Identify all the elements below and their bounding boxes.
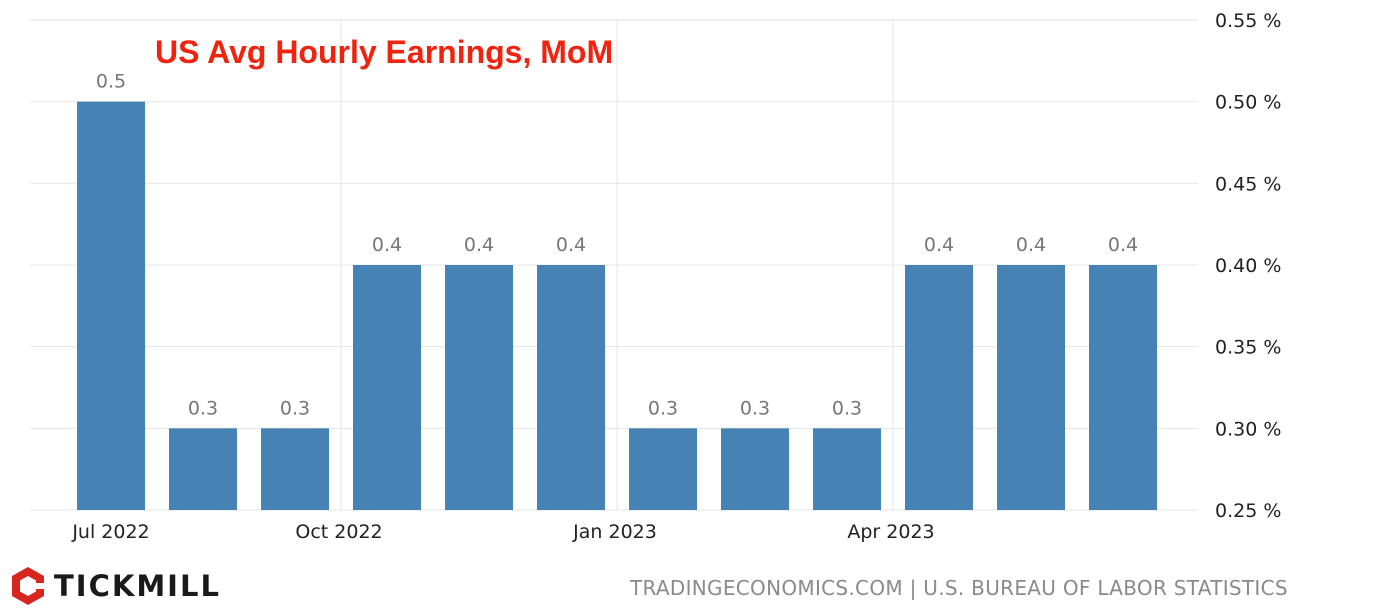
data-label: 0.4 [464,234,494,256]
data-label: 0.3 [648,397,678,419]
bar [905,265,973,510]
chart-title: US Avg Hourly Earnings, MoM [155,34,613,70]
tickmill-hexagon-icon [12,567,44,605]
bar [261,428,329,510]
data-label: 0.3 [188,397,218,419]
tickmill-logo: TICKMILL [10,563,221,609]
x-axis-ticks: Jul 2022 Oct 2022 Jan 2023 Apr 2023 [71,521,934,543]
source-credit: TRADINGECONOMICS.COM | U.S. BUREAU OF LA… [630,576,1288,600]
y-tick-label: 0.35 % [1215,337,1281,359]
data-label: 0.3 [740,397,770,419]
data-label: 0.4 [924,234,954,256]
bar [813,428,881,510]
y-tick-label: 0.30 % [1215,418,1281,440]
data-label: 0.3 [280,397,310,419]
x-tick-label: Jul 2022 [71,521,149,543]
bar [997,265,1065,510]
y-axis-ticks: 0.25 % 0.30 % 0.35 % 0.40 % 0.45 % 0.50 % 0.55… [1215,10,1281,522]
bar [445,265,513,510]
data-label: 0.4 [372,234,402,256]
y-tick-label: 0.50 % [1215,92,1281,114]
bar [721,428,789,510]
bar-chart: 0.5 0.3 0.3 0.4 0.4 0.4 0.3 0.3 0.3 0.4 0.4 0.4 0.2… [30,10,1281,543]
data-label: 0.4 [1016,234,1046,256]
bar [169,428,237,510]
data-label: 0.5 [96,71,126,93]
x-tick-label: Jan 2023 [572,521,657,543]
brand-name: TICKMILL [54,569,221,603]
bar [353,265,421,510]
y-tick-label: 0.40 % [1215,255,1281,277]
data-label: 0.4 [556,234,586,256]
x-tick-label: Oct 2022 [295,521,382,543]
bar [77,101,145,511]
bar [537,265,605,510]
x-tick-label: Apr 2023 [847,521,934,543]
y-tick-label: 0.55 % [1215,10,1281,32]
data-label: 0.4 [1108,234,1138,256]
bar-layer [77,101,1157,511]
y-tick-label: 0.25 % [1215,500,1281,522]
bar [629,428,697,510]
y-tick-label: 0.45 % [1215,173,1281,195]
data-label-layer: 0.5 0.3 0.3 0.4 0.4 0.4 0.3 0.3 0.3 0.4 0.4 0.4 [96,71,1138,420]
data-label: 0.3 [832,397,862,419]
bar [1089,265,1157,510]
